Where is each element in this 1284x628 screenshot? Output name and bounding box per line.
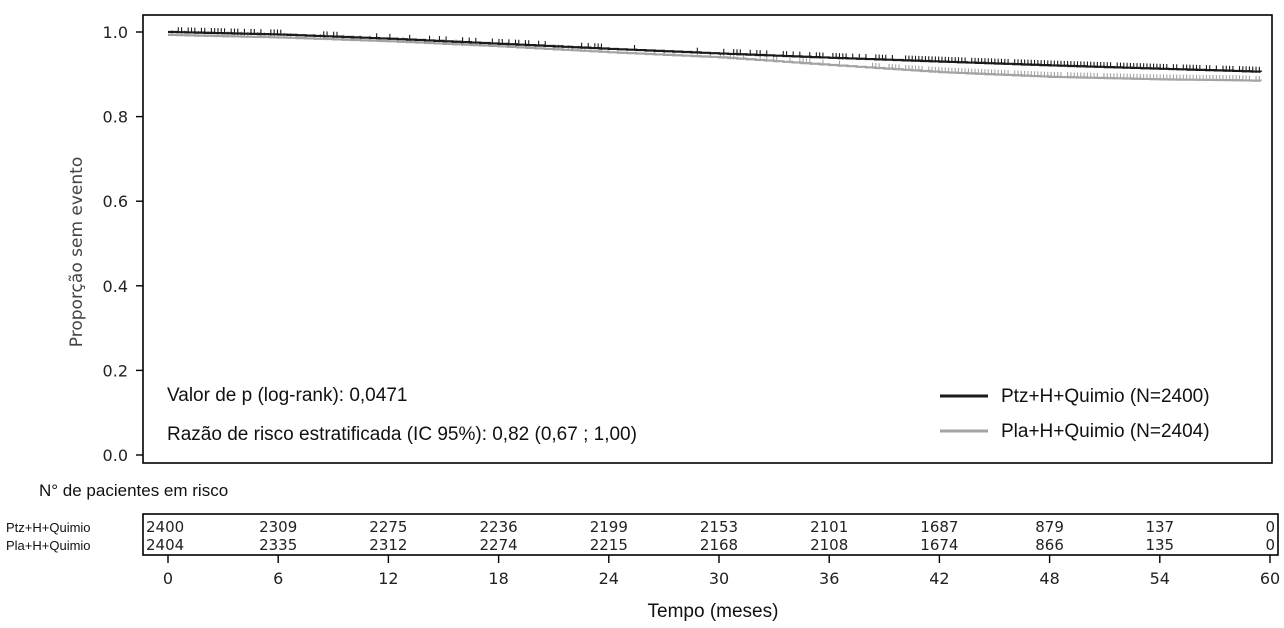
y-tick-label: 1.0	[103, 23, 128, 42]
x-tick-label: 48	[1039, 569, 1059, 588]
risk-value: 2153	[700, 518, 738, 536]
risk-value: 137	[1145, 518, 1174, 536]
x-tick-label: 60	[1260, 569, 1280, 588]
risk-value: 2309	[259, 518, 297, 536]
y-tick-label: 0.0	[103, 446, 128, 465]
y-axis: 0.0 0.2 0.4 0.6 0.8 1.0	[103, 23, 143, 465]
risk-value: 1674	[920, 536, 958, 554]
pvalue-annotation: Valor de p (log-rank): 0,0471	[167, 385, 407, 406]
risk-value: 879	[1035, 518, 1064, 536]
risk-value: 2312	[369, 536, 407, 554]
risk-value: 2236	[480, 518, 518, 536]
y-tick-label: 0.4	[103, 277, 128, 296]
y-tick-label: 0.6	[103, 192, 128, 211]
legend-label-ptz: Ptz+H+Quimio (N=2400)	[1001, 386, 1210, 407]
risk-value: 2404	[146, 536, 184, 554]
y-tick-label: 0.2	[103, 361, 128, 380]
plot-frame	[142, 14, 1273, 464]
risk-value: 2168	[700, 536, 738, 554]
x-tick-label: 42	[929, 569, 949, 588]
km-curves	[168, 27, 1262, 82]
risk-values: 2400 2309 2275 2236 2199 2153 2101 1687 879 137 0 2…	[146, 518, 1275, 554]
risk-value: 0	[1265, 536, 1275, 554]
y-axis-title: Proporção sem evento	[67, 157, 87, 347]
risk-value: 2400	[146, 518, 184, 536]
x-tick-label: 24	[599, 569, 619, 588]
x-tick-label: 6	[273, 569, 283, 588]
km-curve-ptz	[168, 30, 1262, 73]
risk-value: 866	[1035, 536, 1064, 554]
risk-value: 2215	[590, 536, 628, 554]
risk-table-frame	[142, 513, 1279, 556]
risk-value: 2108	[810, 536, 848, 554]
risk-value: 2274	[480, 536, 518, 554]
x-tick-label: 18	[488, 569, 508, 588]
x-tick-label: 0	[163, 569, 173, 588]
risk-value: 1687	[920, 518, 958, 536]
hazard-ratio-annotation: Razão de risco estratificada (IC 95%): 0…	[167, 424, 637, 445]
km-curve-pla	[168, 33, 1262, 82]
x-axis-title: Tempo (meses)	[648, 601, 779, 622]
x-tick-label: 36	[819, 569, 839, 588]
risk-row-label-pla: Pla+H+Quimio	[6, 538, 91, 553]
y-tick-label: 0.8	[103, 108, 128, 127]
risk-value: 2275	[369, 518, 407, 536]
risk-value: 135	[1145, 536, 1174, 554]
risk-row-label-ptz: Ptz+H+Quimio	[6, 520, 91, 535]
x-tick-label: 54	[1150, 569, 1170, 588]
risk-value: 2101	[810, 518, 848, 536]
x-tick-label: 30	[709, 569, 729, 588]
risk-value: 2335	[259, 536, 297, 554]
risk-value: 0	[1265, 518, 1275, 536]
legend-label-pla: Pla+H+Quimio (N=2404)	[1001, 421, 1210, 442]
risk-table-title: N° de pacientes em risco	[39, 481, 228, 500]
risk-value: 2199	[590, 518, 628, 536]
x-axis: 0 6 12 18 24 30 36 42 48 54 60	[163, 555, 1280, 588]
x-tick-label: 12	[378, 569, 398, 588]
legend: Ptz+H+Quimio (N=2400) Pla+H+Quimio (N=24…	[940, 386, 1210, 442]
